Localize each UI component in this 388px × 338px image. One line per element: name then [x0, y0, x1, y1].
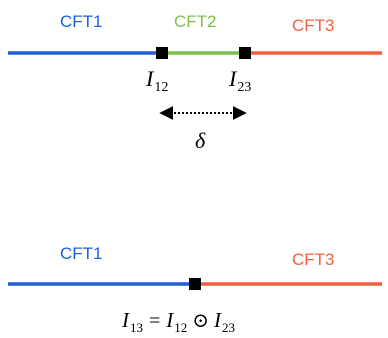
- top-configuration: CFT1 CFT2 CFT3 I12 I23 δ: [8, 12, 382, 153]
- top-cft2-label: CFT2: [174, 12, 217, 31]
- bottom-configuration: CFT1 CFT3 I13 = I12 ⊙ I23: [8, 244, 382, 335]
- interface-12-marker: [156, 47, 168, 59]
- top-cft1-label: CFT1: [60, 12, 103, 31]
- top-cft3-label: CFT3: [292, 16, 335, 35]
- fusion-equation: I13 = I12 ⊙ I23: [121, 308, 235, 335]
- bottom-cft3-label: CFT3: [292, 250, 335, 269]
- interface-23-label: I23: [228, 66, 251, 95]
- separation-symbol: δ: [195, 128, 206, 153]
- interface-12-label: I12: [145, 66, 168, 95]
- interface-13-marker: [189, 278, 201, 290]
- interface-23-marker: [239, 47, 251, 59]
- bottom-cft1-label: CFT1: [60, 244, 103, 263]
